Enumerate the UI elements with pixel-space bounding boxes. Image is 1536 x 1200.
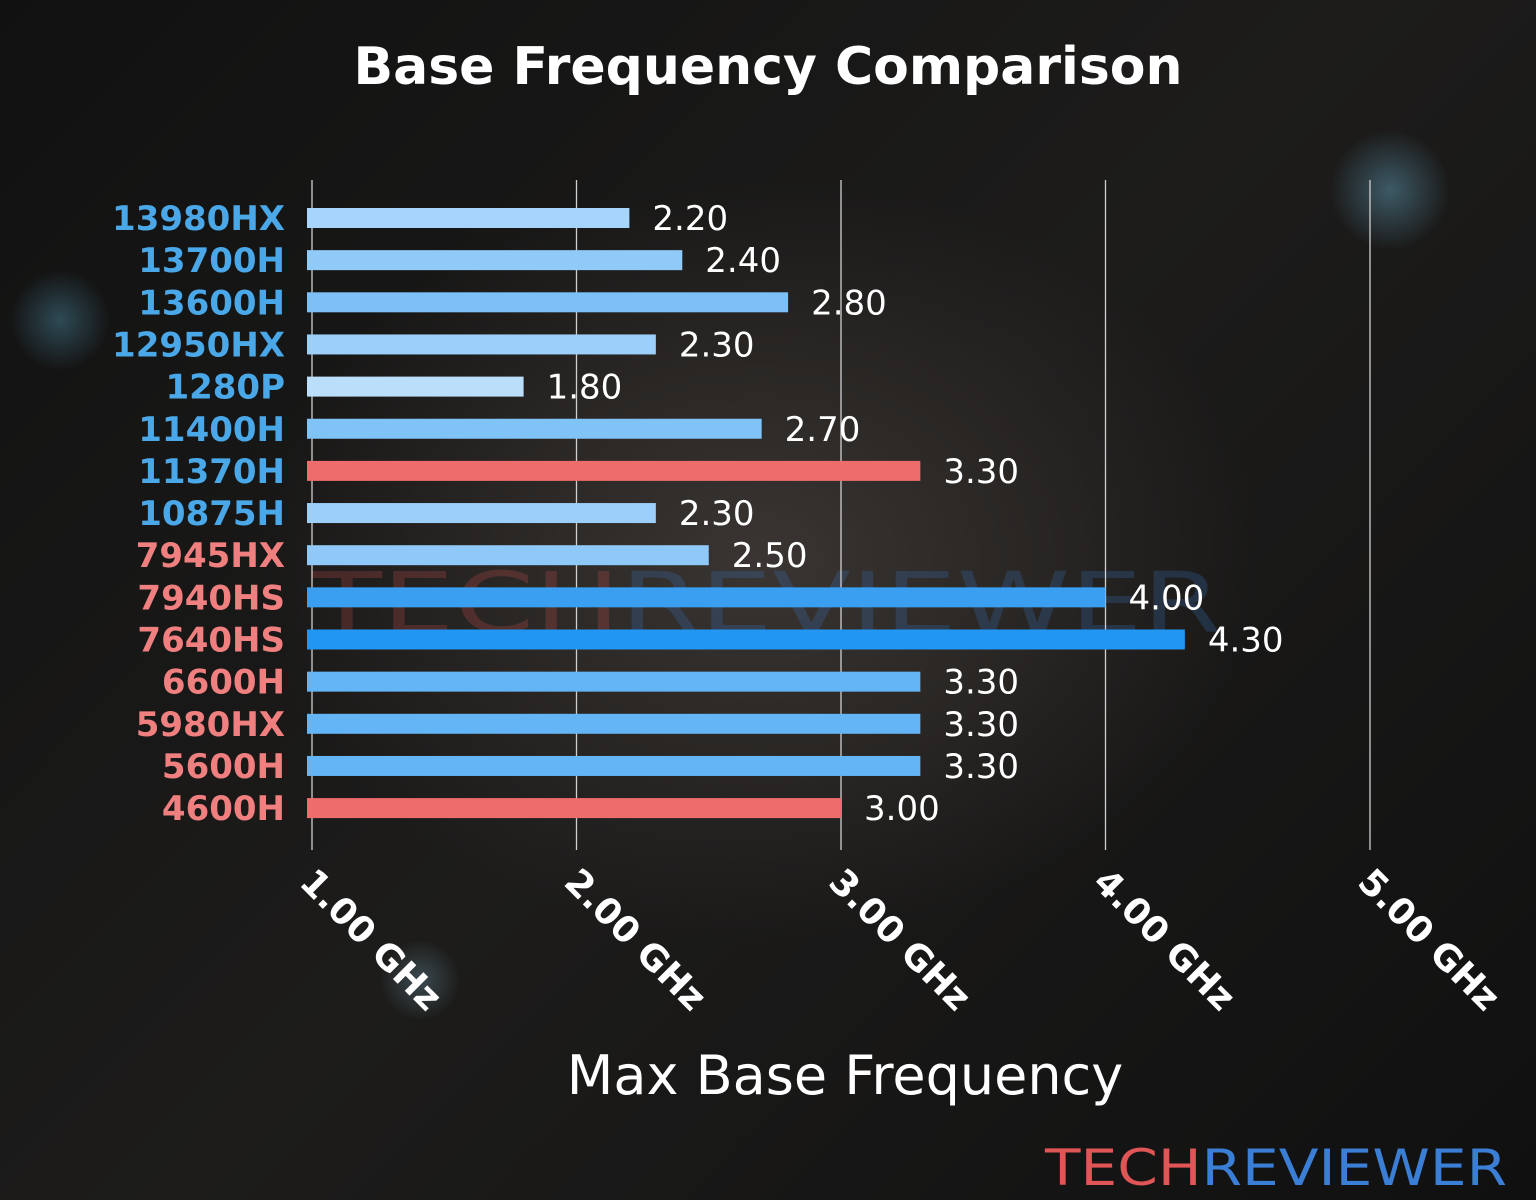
bar-12950HX (307, 334, 656, 355)
category-label: 13600H (138, 283, 285, 323)
category-label: 7940HS (137, 578, 285, 618)
x-axis-label: Max Base Frequency (567, 1044, 1123, 1107)
x-tick-labels: 1.00 GHz 2.00 GHz 3.00 GHz 4.00 GHz 5.00 GHz (292, 861, 1508, 1019)
value-label: 2.50 (732, 536, 808, 576)
value-label: 4.30 (1208, 621, 1284, 661)
category-label: 13980HX (112, 199, 285, 239)
watermark-logo: TECH REVIEWER (1044, 1139, 1507, 1197)
bar-5980HX (307, 713, 921, 734)
category-label: 11400H (138, 410, 285, 450)
category-label: 12950HX (112, 325, 285, 365)
value-label: 3.30 (943, 705, 1019, 745)
x-tick-label: 3.00 GHz (821, 861, 979, 1019)
x-tick-label: 1.00 GHz (292, 861, 450, 1019)
value-label: 1.80 (547, 368, 623, 408)
x-tick-label: 5.00 GHz (1350, 861, 1508, 1019)
bars: 13980HX 2.20 13700H 2.40 13600H 2.80 12950HX 2.… (112, 199, 1284, 829)
logo-tech: TECH (1044, 1139, 1202, 1197)
value-label: 2.30 (679, 494, 755, 534)
bar-13700H (307, 250, 683, 271)
category-label: 11370H (138, 452, 285, 492)
x-tick-label: 2.00 GHz (556, 861, 714, 1019)
category-label: 7945HX (136, 536, 285, 576)
value-label: 2.80 (811, 283, 887, 323)
bar-11400H (307, 418, 762, 439)
bar-7640HS (307, 629, 1185, 650)
value-label: 2.70 (785, 410, 861, 450)
bar-11370H (307, 460, 921, 481)
category-label: 6600H (162, 663, 285, 703)
category-label: 7640HS (137, 621, 285, 661)
x-tick-label: 4.00 GHz (1085, 861, 1243, 1019)
bar-6600H (307, 671, 921, 692)
logo-reviewer: REVIEWER (1202, 1139, 1507, 1197)
value-label: 3.30 (943, 452, 1019, 492)
value-label: 3.30 (943, 663, 1019, 703)
value-label: 2.20 (652, 199, 728, 239)
value-label: 2.40 (705, 241, 781, 281)
bar-4600H (307, 798, 841, 819)
bar-7940HS (307, 587, 1106, 608)
category-label: 1280P (165, 368, 285, 408)
bar-13600H (307, 292, 789, 313)
value-label: 4.00 (1129, 578, 1205, 618)
value-label: 3.00 (864, 789, 940, 829)
category-label: 4600H (162, 789, 285, 829)
value-label: 3.30 (943, 747, 1019, 787)
value-label: 2.30 (679, 325, 755, 365)
bar-1280P (307, 376, 524, 397)
bar-10875H (307, 503, 656, 524)
category-label: 5980HX (136, 705, 285, 745)
chart-title: Base Frequency Comparison (353, 37, 1182, 97)
bar-13980HX (307, 208, 630, 228)
category-label: 10875H (138, 494, 285, 534)
category-label: 13700H (138, 241, 285, 281)
category-label: 5600H (162, 747, 285, 787)
bar-5600H (307, 755, 921, 776)
bar-7945HX (307, 545, 709, 566)
